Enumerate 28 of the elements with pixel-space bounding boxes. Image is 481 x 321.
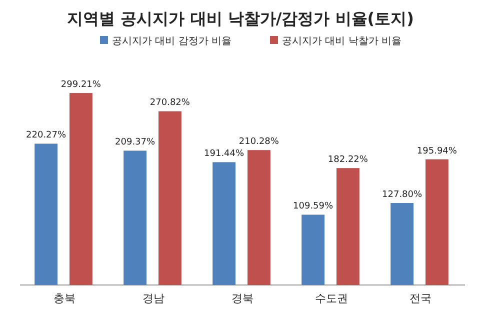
data-label: 182.22% <box>328 155 368 166</box>
legend-label: 공시지가 대비 감정가 비율 <box>112 36 232 47</box>
bar <box>34 144 58 285</box>
data-label: 209.37% <box>115 138 156 148</box>
data-label: 220.27% <box>26 130 67 141</box>
bar <box>248 150 270 285</box>
bar <box>158 111 182 285</box>
data-label: 299.21% <box>60 80 102 90</box>
data-label: 127.80% <box>382 190 423 200</box>
x-tick-label: 전국 <box>410 292 432 305</box>
data-label: 195.94% <box>416 146 458 156</box>
legend-label: 공시지가 대비 낙찰가 비율 <box>282 36 402 47</box>
bar <box>302 214 324 285</box>
x-tick-label: 경남 <box>142 292 164 305</box>
x-tick-label: 충북 <box>54 292 76 305</box>
data-label: 270.82% <box>150 98 190 108</box>
bar <box>124 150 146 285</box>
x-tick-label: 경북 <box>232 292 254 305</box>
bar <box>70 93 92 285</box>
bar <box>426 159 448 285</box>
data-label: 191.44% <box>204 149 245 160</box>
x-tick-label: 수도권 <box>315 292 348 305</box>
chart-title: 지역별 공시지가 대비 낙찰가/감정가 비율(토지) <box>67 9 414 28</box>
data-label: 109.59% <box>293 202 334 212</box>
bar <box>212 162 236 285</box>
bar <box>390 203 414 285</box>
data-label: 210.28% <box>238 137 280 148</box>
bar <box>336 168 360 285</box>
